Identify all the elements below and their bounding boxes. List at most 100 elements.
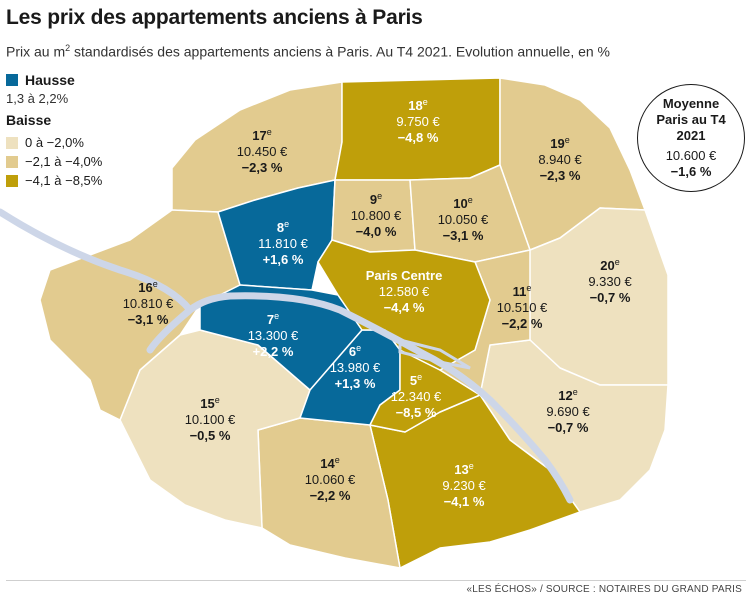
district-price-9: 10.800 € (351, 208, 402, 223)
seine-island (398, 338, 471, 370)
district-suffix: e (377, 191, 382, 201)
district-variation-5: −8,5 % (396, 405, 437, 420)
district-price-20: 9.330 € (588, 274, 632, 289)
district-label-13: 13e 9.230 € −4,1 % (442, 461, 486, 509)
legend-swatch-baisse-dark (6, 174, 18, 187)
district-label-5: 5e 12.340 € −8,5 % (391, 372, 442, 420)
district-suffix: e (615, 257, 620, 267)
district-label-14: 14e 10.060 € −2,2 % (305, 455, 356, 503)
district-suffix: e (274, 311, 279, 321)
district-number-12: 12 (558, 388, 572, 403)
district-label-8: 8e 11.810 € +1,6 % (258, 219, 308, 267)
district-suffix: e (565, 135, 570, 145)
district-label-20: 20e 9.330 € −0,7 % (588, 257, 632, 305)
district-price-7: 13.300 € (248, 328, 299, 343)
district-variation-7: +2,2 % (253, 344, 294, 359)
district-variation-10: −3,1 % (443, 228, 484, 243)
district-variation-19: −2,3 % (540, 168, 581, 183)
district-suffix: e (284, 219, 289, 229)
district-price-19: 8.940 € (538, 152, 582, 167)
district-number-16: 16 (138, 280, 152, 295)
district-number-19: 19 (550, 136, 564, 151)
legend-baisse-range-mid: −2,1 à −4,0% (25, 154, 103, 169)
district-number-17: 17 (252, 128, 266, 143)
district-suffix: e (267, 127, 272, 137)
average-title-line1: Moyenne (662, 96, 720, 111)
district-suffix: e (153, 279, 158, 289)
district-number-6: 6 (349, 344, 356, 359)
district-variation-15: −0,5 % (190, 428, 231, 443)
district-number-15: 15 (200, 396, 214, 411)
district-variation-paris-centre: −4,4 % (384, 300, 425, 315)
legend-baisse-range-light: 0 à −2,0% (25, 135, 84, 150)
paris-arrondissements-map: Paris Centre 12.580 € −4,4 %5e 12.340 € −8,5… (0, 77, 669, 569)
average-callout: Moyenne Paris au T4 2021 10.600 € −1,6 % (637, 84, 745, 192)
footer-rule (6, 580, 746, 581)
district-price-10: 10.050 € (438, 212, 489, 227)
district-number-13: 13 (454, 462, 468, 477)
district-price-17: 10.450 € (237, 144, 288, 159)
map-title: Les prix des appartements anciens à Pari… (6, 6, 423, 29)
source-credit: «LES ÉCHOS» / SOURCE : NOTAIRES DU GRAND… (466, 584, 742, 595)
legend-swatch-baisse-light (6, 136, 18, 149)
district-variation-17: −2,3 % (242, 160, 283, 175)
district-number-11: 11 (513, 284, 527, 299)
district-variation-9: −4,0 % (356, 224, 397, 239)
district-price-5: 12.340 € (391, 389, 442, 404)
legend-hausse-title: Hausse (25, 71, 75, 88)
district-variation-14: −2,2 % (310, 488, 351, 503)
district-price-13: 9.230 € (442, 478, 486, 493)
district-number-8: 8 (277, 220, 284, 235)
district-suffix: e (469, 461, 474, 471)
district-number-7: 7 (267, 312, 274, 327)
district-price-16: 10.810 € (123, 296, 174, 311)
district-label-19: 19e 8.940 € −2,3 % (538, 135, 582, 183)
district-variation-11: −2,2 % (502, 316, 543, 331)
seine-river (0, 208, 574, 504)
average-price: 10.600 € (665, 148, 717, 163)
district-variation-6: +1,3 % (335, 376, 376, 391)
district-price-6: 13.980 € (330, 360, 381, 375)
district-variation-16: −3,1 % (128, 312, 169, 327)
legend-hausse-range: 1,3 à 2,2% (6, 91, 69, 106)
district-suffix: e (423, 97, 428, 107)
district-price-11: 10.510 € (497, 300, 548, 315)
legend-swatch-baisse-mid (6, 155, 18, 168)
district-number-paris-centre: Paris Centre (366, 268, 443, 283)
district-label-11: 11e 10.510 € −2,2 % (497, 283, 548, 331)
district-label-18: 18e 9.750 € −4,8 % (396, 97, 440, 145)
map-subtitle: Prix au m2 standardisés des appartements… (6, 43, 611, 60)
district-suffix: e (335, 455, 340, 465)
district-price-8: 11.810 € (258, 236, 308, 251)
district-suffix: e (526, 283, 531, 293)
district-label-7: 7e 13.300 € +2,2 % (248, 311, 299, 359)
district-price-14: 10.060 € (305, 472, 356, 487)
district-number-5: 5 (410, 373, 417, 388)
average-title-line3: 2021 (676, 128, 706, 143)
map-legend: Hausse 1,3 à 2,2% Baisse 0 à −2,0% −2,1 … (6, 70, 102, 190)
district-label-15: 15e 10.100 € −0,5 % (185, 395, 236, 443)
district-paris-centre (317, 239, 491, 371)
district-label-paris-centre: Paris Centre 12.580 € −4,4 % (366, 268, 443, 315)
district-variation-13: −4,1 % (444, 494, 485, 509)
district-variation-8: +1,6 % (263, 252, 304, 267)
legend-swatch-hausse (6, 73, 18, 86)
district-suffix: e (417, 372, 422, 382)
district-variation-20: −0,7 % (590, 290, 631, 305)
legend-baisse-range-dark: −4,1 à −8,5% (25, 173, 103, 188)
district-suffix: e (468, 195, 473, 205)
district-price-18: 9.750 € (396, 114, 440, 129)
district-label-12: 12e 9.690 € −0,7 % (546, 387, 590, 435)
district-label-6: 6e 13.980 € +1,3 % (330, 343, 381, 391)
district-number-18: 18 (408, 98, 422, 113)
district-label-16: 16e 10.810 € −3,1 % (123, 279, 174, 327)
district-price-paris-centre: 12.580 € (379, 284, 430, 299)
district-suffix: e (215, 395, 220, 405)
legend-baisse-title: Baisse (6, 111, 52, 128)
district-suffix: e (356, 343, 361, 353)
district-label-9: 9e 10.800 € −4,0 % (351, 191, 402, 239)
district-number-10: 10 (453, 196, 467, 211)
district-number-14: 14 (320, 456, 335, 471)
district-number-9: 9 (370, 192, 377, 207)
district-18 (334, 77, 501, 181)
